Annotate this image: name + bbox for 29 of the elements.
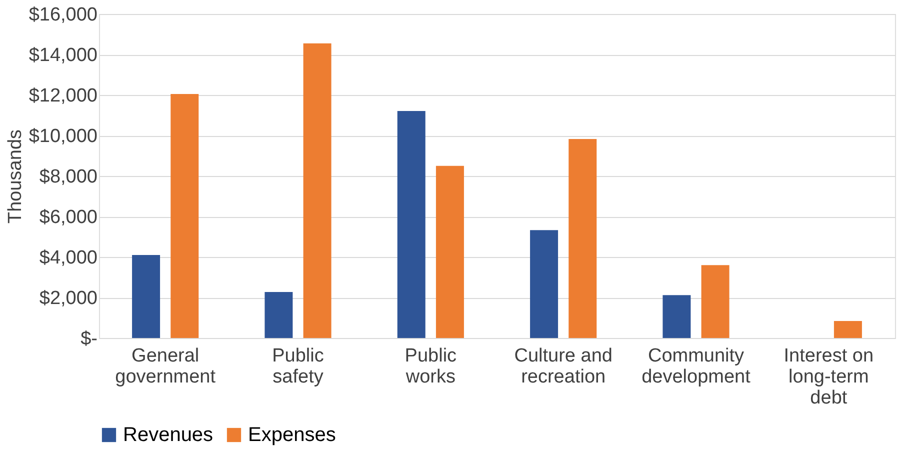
bar [568, 138, 597, 338]
x-tick-label: Public works [404, 346, 457, 388]
x-tick-label: Culture and recreation [514, 346, 612, 388]
y-tick-label: $4,000 [39, 248, 98, 268]
legend-label: Revenues [123, 424, 214, 446]
y-tick-label: $6,000 [39, 207, 98, 228]
bar [170, 94, 199, 338]
y-tick-label: $10,000 [28, 126, 98, 147]
y-tick-label: $2,000 [39, 288, 98, 309]
y-tick-label: $16,000 [28, 4, 98, 26]
bar [436, 166, 464, 338]
bar [530, 230, 558, 338]
y-tick-label: $12,000 [28, 86, 98, 106]
y-axis-title: Thousands [4, 129, 26, 224]
y-tick-label: $- [80, 328, 98, 350]
y-tick-label: $8,000 [39, 166, 98, 188]
bar [662, 295, 691, 338]
x-tick-label: Interest on long-term debt [784, 346, 874, 408]
y-tick-label: $14,000 [28, 45, 98, 66]
bar [303, 43, 332, 338]
x-tick-label: Community development [642, 346, 752, 388]
bar [834, 320, 862, 338]
bar [132, 254, 160, 338]
x-tick-label: Public safety [272, 346, 324, 388]
legend-label: Expenses [248, 424, 336, 446]
x-tick-label: General government [115, 346, 216, 388]
bar [701, 265, 730, 338]
bar [397, 110, 426, 338]
bar [264, 292, 293, 338]
